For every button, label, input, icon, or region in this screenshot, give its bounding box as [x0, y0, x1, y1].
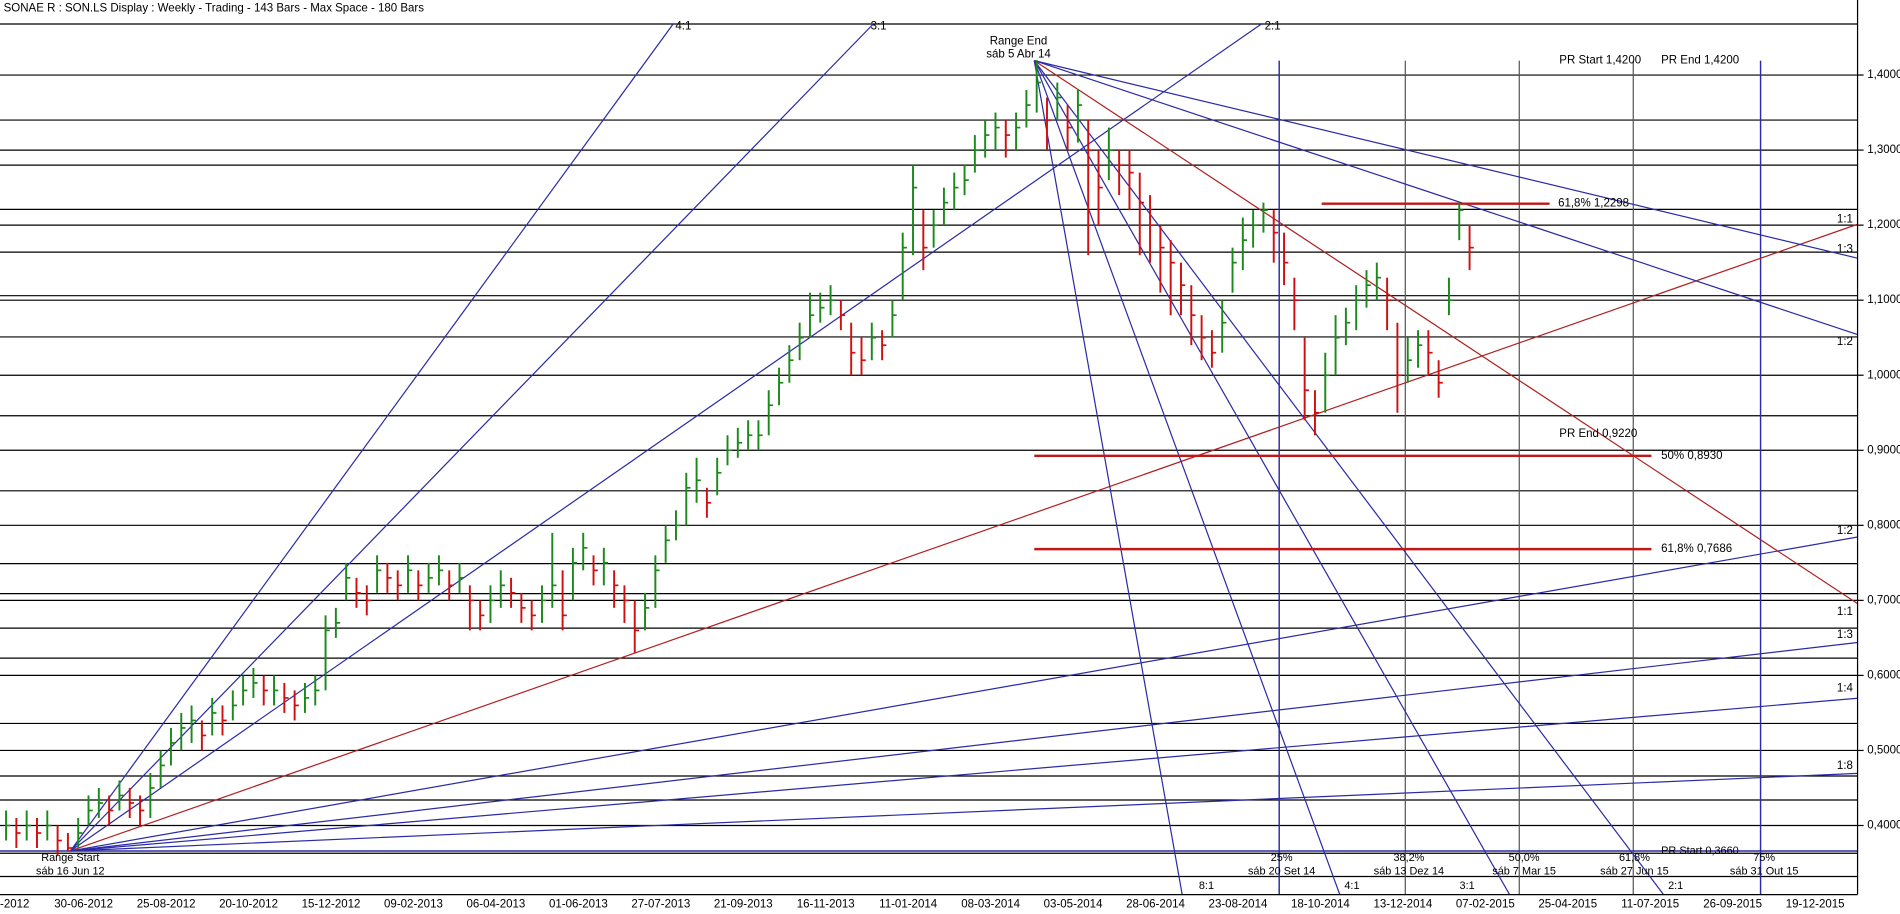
y-tick-label: 0,6000	[1867, 669, 1900, 681]
annotation: 25%	[1271, 852, 1293, 864]
gann-line	[1034, 60, 1858, 336]
annotation: 3:1	[871, 21, 887, 33]
gann-line	[69, 23, 874, 852]
x-tick-label: 08-03-2014	[961, 898, 1020, 910]
y-tick-label: 0,8000	[1867, 519, 1900, 531]
annotation: 1:1	[1837, 213, 1853, 225]
annotation: 1:2	[1837, 336, 1853, 348]
x-tick-label: 23-08-2014	[1209, 898, 1268, 910]
annotation: 1:1	[1837, 606, 1853, 618]
annotation: 50% 0,8930	[1661, 450, 1722, 462]
x-tick-label: 19-12-2015	[1786, 898, 1845, 910]
annotation: sáb 7 Mar 15	[1492, 865, 1556, 877]
annotation: 75%	[1753, 852, 1775, 864]
x-tick-label: 20-10-2012	[219, 898, 278, 910]
price-bars	[5, 60, 1474, 856]
annotation: 1:2	[1837, 525, 1853, 537]
annotation: 2:1	[1265, 21, 1281, 33]
gann-line	[69, 23, 1262, 852]
axis-panel	[0, 894, 1900, 914]
annotation: sáb 16 Jun 12	[36, 865, 105, 877]
x-tick-label: 07-02-2015	[1456, 898, 1515, 910]
y-tick-label: 1,0000	[1867, 369, 1900, 381]
y-tick-label: 1,4000	[1867, 69, 1900, 81]
annotation: 3:1	[1460, 880, 1475, 892]
annotation: 1:4	[1837, 683, 1854, 695]
annotation: PR Start 1,4200	[1559, 55, 1641, 67]
gann-line	[70, 223, 1858, 852]
annotation: PR End 1,4200	[1661, 55, 1739, 67]
drawing-tools	[0, 23, 1858, 895]
x-tick-label: 11-01-2014	[879, 898, 938, 910]
x-tick-label: 01-06-2013	[549, 898, 608, 910]
x-tick-label: 26-09-2015	[1703, 898, 1762, 910]
x-tick-label: 21-09-2013	[714, 898, 773, 910]
chart-title: SONAE R : SON.LS Display : Weekly - Trad…	[4, 3, 425, 15]
annotation: PR End 0,9220	[1559, 428, 1637, 440]
gann-line	[70, 772, 1858, 852]
annotation: 8:1	[1199, 880, 1214, 892]
labels: 0,4000 0,5000 0,6000 0,7000 0,8000 0,9000 1,00…	[0, 21, 1900, 911]
y-tick-label: 1,1000	[1867, 294, 1900, 306]
annotation: sáb 27 Jun 15	[1600, 865, 1669, 877]
annotation: 50,0%	[1509, 852, 1540, 864]
y-tick-label: 0,4000	[1867, 820, 1900, 832]
gann-line	[70, 641, 1858, 852]
annotation: PR Start 0,3660	[1661, 845, 1739, 857]
y-tick-label: 0,5000	[1867, 745, 1900, 757]
axis-panel	[1857, 0, 1900, 914]
x-tick-label: 28-06-2014	[1126, 898, 1185, 910]
annotation: sáb 13 Dez 14	[1374, 865, 1444, 877]
x-tick-label: -2012	[0, 898, 29, 910]
annotation: 61,8% 1,2298	[1558, 198, 1629, 210]
gann-line	[1033, 60, 1511, 895]
levels	[0, 23, 1858, 878]
annotation: sáb 31 Out 15	[1730, 865, 1799, 877]
gann-line	[1033, 60, 1341, 895]
y-tick-label: 1,2000	[1867, 219, 1900, 231]
y-tick-label: 1,3000	[1867, 144, 1900, 156]
annotation: 2:1	[1668, 880, 1683, 892]
annotation: 61,8%	[1619, 852, 1650, 864]
annotation: 1:8	[1837, 760, 1853, 772]
x-tick-label: 11-07-2015	[1621, 898, 1679, 910]
gann-line	[1033, 60, 1183, 895]
x-tick-label: 18-10-2014	[1291, 898, 1350, 910]
y-tick-label: 0,9000	[1867, 444, 1900, 456]
annotation: 1:3	[1837, 629, 1853, 641]
annotation: Range End	[990, 35, 1048, 47]
x-tick-label: 09-02-2013	[384, 898, 443, 910]
annotation: 38,2%	[1393, 852, 1424, 864]
x-tick-label: 06-04-2013	[466, 898, 525, 910]
x-tick-label: 25-08-2012	[137, 898, 196, 910]
x-tick-label: 15-12-2012	[302, 898, 361, 910]
y-tick-label: 0,7000	[1867, 594, 1900, 606]
gann-line	[1034, 60, 1858, 259]
annotation: 61,8% 0,7686	[1661, 543, 1732, 555]
gann-line	[1033, 60, 1858, 605]
annotation: 4:1	[675, 21, 691, 33]
annotation: Range Start	[41, 852, 99, 864]
x-tick-label: 27-07-2013	[631, 898, 690, 910]
x-tick-label: 30-06-2012	[54, 898, 113, 910]
gann-line	[70, 697, 1858, 852]
gann-line	[70, 536, 1858, 852]
annotation: sáb 20 Set 14	[1248, 865, 1315, 877]
annotation: 4:1	[1344, 880, 1359, 892]
x-tick-label: 25-04-2015	[1538, 898, 1597, 910]
annotation: sáb 5 Abr 14	[986, 49, 1051, 61]
annotation: 1:3	[1837, 244, 1853, 256]
x-tick-label: 16-11-2013	[797, 898, 855, 910]
x-tick-label: 13-12-2014	[1373, 898, 1432, 910]
gann-line	[69, 23, 674, 852]
x-tick-label: 03-05-2014	[1044, 898, 1103, 910]
